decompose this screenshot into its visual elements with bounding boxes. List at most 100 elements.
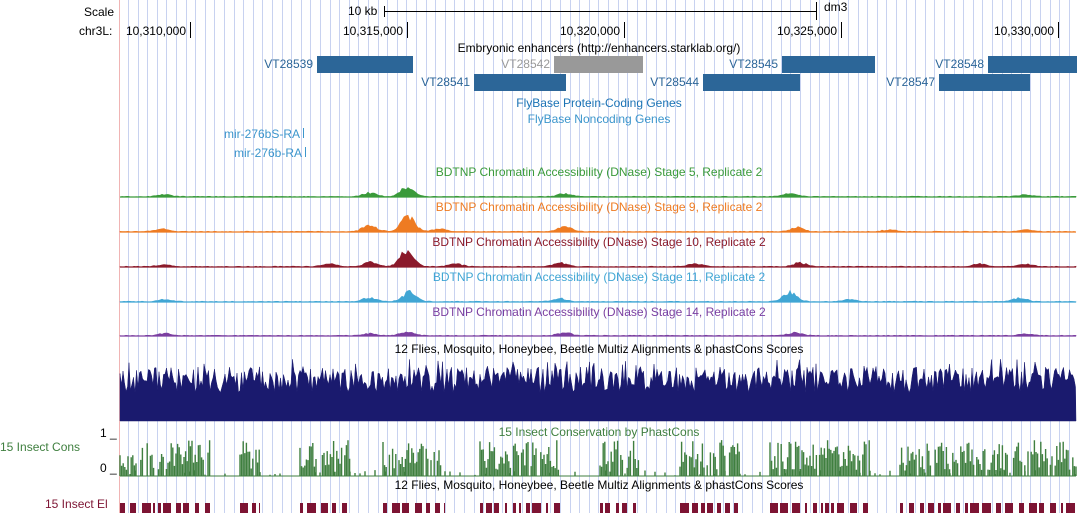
- enhancer-label[interactable]: VT28548: [935, 57, 984, 71]
- enhancers-track-title[interactable]: Embryonic enhancers (http://enhancers.st…: [457, 41, 741, 55]
- dnase-stage5-signal: [119, 187, 1077, 198]
- guide-line: [282, 0, 283, 513]
- enhancer-feature-vt28539[interactable]: [317, 56, 413, 73]
- guide-line: [944, 0, 945, 513]
- phastcons-signal: [119, 440, 1077, 476]
- enhancer-label[interactable]: VT28545: [729, 57, 778, 71]
- guide-line: [781, 0, 782, 513]
- guide-line: [128, 0, 129, 513]
- ruler-tick-label: 10,310,000: [125, 24, 186, 38]
- dnase-stage5-title[interactable]: BDTNP Chromatin Accessibility (DNase) St…: [435, 165, 763, 179]
- scale-bar-left-cap: [384, 6, 385, 17]
- assembly-label: dm3: [824, 0, 848, 14]
- ruler-tick-label: 10,325,000: [776, 24, 837, 38]
- guide-line: [973, 0, 974, 513]
- dnase-stage10-title[interactable]: BDTNP Chromatin Accessibility (DNase) St…: [432, 235, 766, 249]
- guide-line: [1021, 0, 1022, 513]
- cons-track-title[interactable]: 15 Insect Conservation by PhastCons: [498, 425, 700, 439]
- guide-line: [358, 0, 359, 513]
- flybase-coding-title[interactable]: FlyBase Protein-Coding Genes: [516, 96, 682, 110]
- guide-line: [992, 0, 993, 513]
- noncoding-gene-2[interactable]: mir-276b-RA: [234, 146, 307, 160]
- noncoding-gene-1[interactable]: mir-276bS-RA: [224, 127, 305, 141]
- guide-line: [378, 0, 379, 513]
- dnase-stage9-title[interactable]: BDTNP Chromatin Accessibility (DNase) St…: [435, 200, 763, 214]
- enhancer-feature-vt28541[interactable]: [474, 74, 566, 91]
- guide-line: [598, 0, 599, 513]
- enhancer-feature-vt28544[interactable]: [703, 74, 800, 91]
- chrom-label: chr3L:: [79, 24, 113, 38]
- guide-line: [320, 0, 321, 513]
- guide-line: [704, 0, 705, 513]
- ruler-tick: [624, 22, 625, 38]
- guide-line: [790, 0, 791, 513]
- guide-line: [397, 0, 398, 513]
- multiz-track-title[interactable]: 12 Flies, Mosquito, Honeybee, Beetle Mul…: [394, 342, 804, 356]
- dnase-stage14-title[interactable]: BDTNP Chromatin Accessibility (DNase) St…: [432, 305, 766, 319]
- guide-line: [272, 0, 273, 513]
- guide-line: [560, 0, 561, 513]
- guide-line: [349, 0, 350, 513]
- guide-line: [771, 0, 772, 513]
- ruler-tick-label: 10,320,000: [559, 24, 620, 38]
- guide-line: [310, 0, 311, 513]
- enhancer-feature-vt28542[interactable]: [554, 56, 643, 73]
- guide-line: [589, 0, 590, 513]
- guide-line: [1011, 0, 1012, 513]
- guide-line: [541, 0, 542, 513]
- guide-line: [253, 0, 254, 513]
- guide-line: [138, 0, 139, 513]
- guide-line: [176, 0, 177, 513]
- guide-line: [330, 0, 331, 513]
- guide-line: [502, 0, 503, 513]
- guide-line: [666, 0, 667, 513]
- enhancer-label[interactable]: VT28541: [421, 75, 470, 89]
- guide-line: [205, 0, 206, 513]
- guide-line: [877, 0, 878, 513]
- elements-side-label[interactable]: 15 Insect El: [45, 497, 108, 511]
- cons-side-label[interactable]: 15 Insect Cons: [0, 440, 81, 454]
- guide-line: [368, 0, 369, 513]
- guide-line: [454, 0, 455, 513]
- flybase-noncoding-title[interactable]: FlyBase Noncoding Genes: [527, 112, 671, 126]
- dnase-stage9-signal: [119, 214, 1077, 233]
- guide-line: [262, 0, 263, 513]
- guide-line: [810, 0, 811, 513]
- guide-line: [618, 0, 619, 513]
- dnase-stage11-signal: [119, 289, 1077, 303]
- enhancer-label[interactable]: VT28539: [264, 57, 313, 71]
- enhancer-label[interactable]: VT28544: [650, 75, 699, 89]
- ruler-tick-label: 10,330,000: [993, 24, 1054, 38]
- guide-line: [675, 0, 676, 513]
- enhancer-feature-vt28548[interactable]: [988, 56, 1077, 73]
- guide-line: [867, 0, 868, 513]
- scale-bar: [384, 11, 816, 12]
- guide-line: [1030, 0, 1031, 513]
- elements-track-title[interactable]: 12 Flies, Mosquito, Honeybee, Beetle Mul…: [394, 478, 804, 492]
- guide-line: [550, 0, 551, 513]
- label-area-divider: [119, 0, 120, 513]
- guide-line: [493, 0, 494, 513]
- guide-line: [570, 0, 571, 513]
- enhancer-label[interactable]: VT28542: [501, 57, 550, 71]
- guide-line: [637, 0, 638, 513]
- scale-bar-right-cap: [816, 2, 817, 20]
- enhancer-feature-vt28547[interactable]: [939, 74, 1030, 91]
- guide-line: [512, 0, 513, 513]
- enhancer-label[interactable]: VT28547: [886, 75, 935, 89]
- guide-line: [474, 0, 475, 513]
- guide-line: [838, 0, 839, 513]
- scale-bar-label: 10 kb: [348, 4, 378, 18]
- guide-line: [608, 0, 609, 513]
- ruler-tick: [407, 22, 408, 38]
- guide-line: [752, 0, 753, 513]
- guide-line: [166, 0, 167, 513]
- enhancer-feature-vt28545[interactable]: [782, 56, 875, 73]
- guide-line: [291, 0, 292, 513]
- guide-line: [982, 0, 983, 513]
- guide-line: [694, 0, 695, 513]
- dnase-stage11-title[interactable]: BDTNP Chromatin Accessibility (DNase) St…: [432, 270, 766, 284]
- guide-line: [426, 0, 427, 513]
